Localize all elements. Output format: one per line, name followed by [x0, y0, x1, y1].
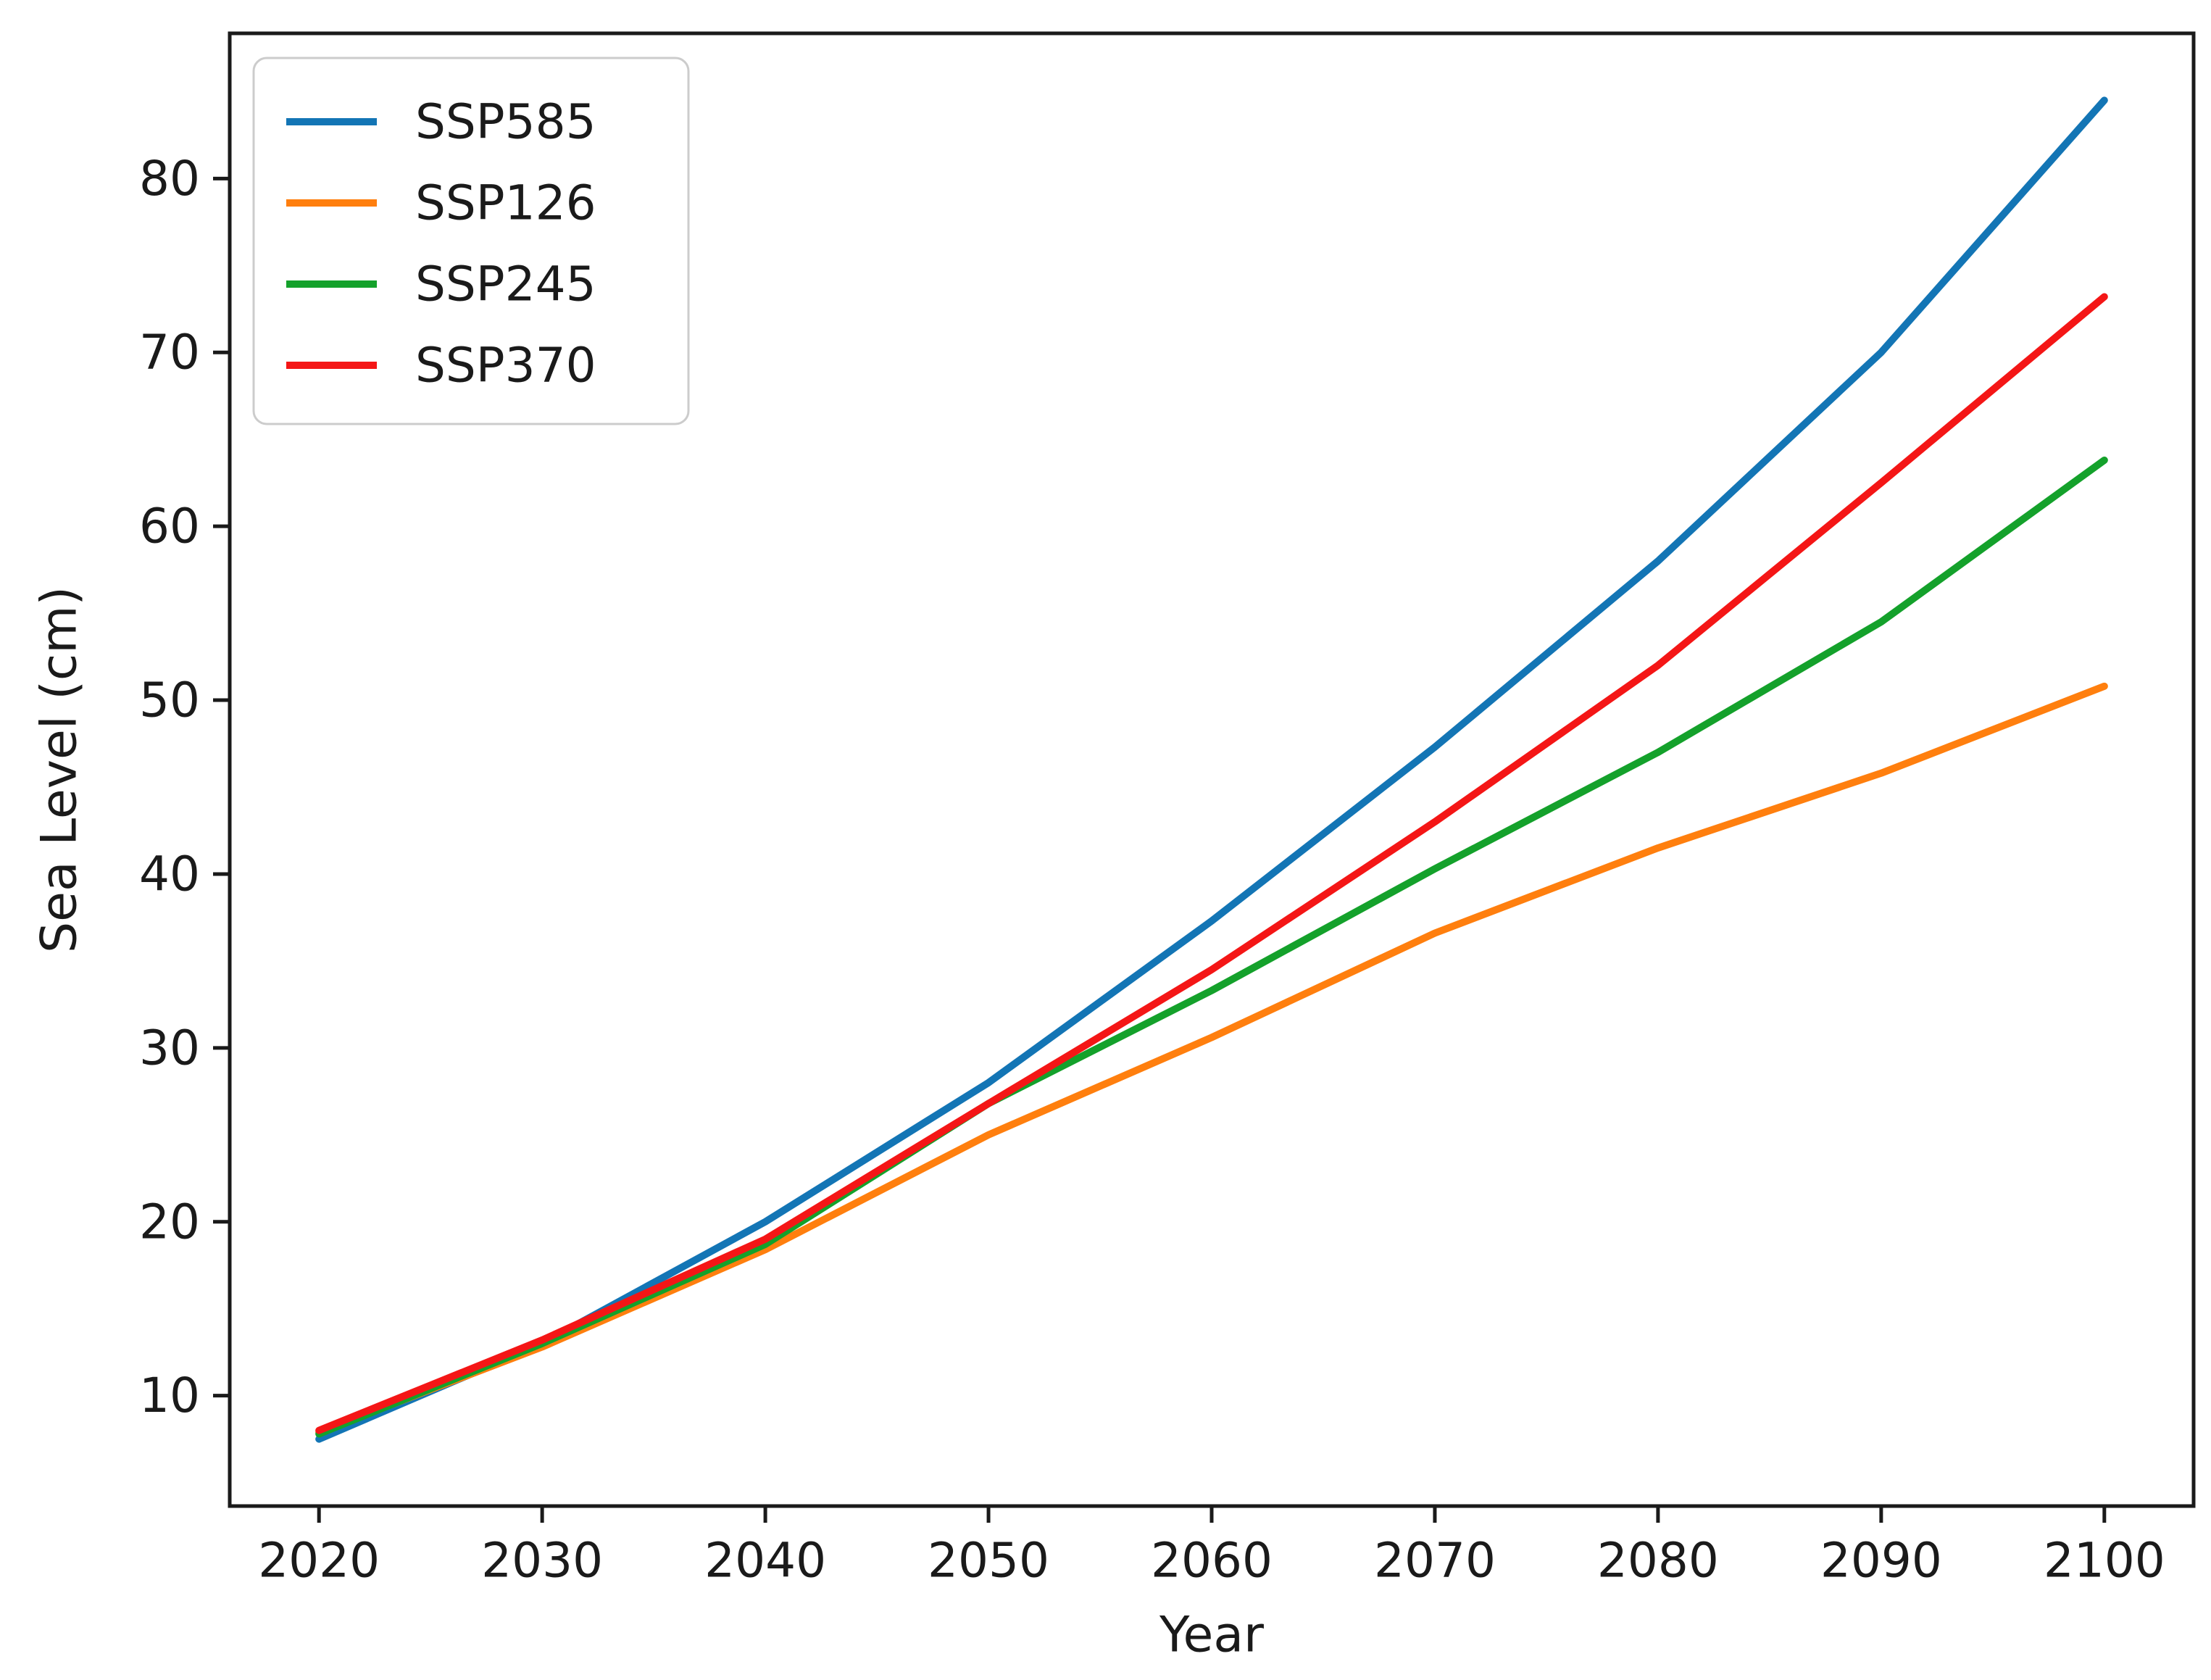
x-tick-label: 2100 [2044, 1533, 2165, 1589]
y-tick-label: 30 [139, 1020, 200, 1076]
legend-item-ssp245: SSP245 [286, 257, 596, 312]
legend-label: SSP126 [415, 175, 596, 231]
x-axis-label: Year [1159, 1607, 1264, 1664]
y-tick-label: 70 [139, 325, 200, 381]
x-tick-label: 2060 [1151, 1533, 1273, 1589]
y-tick-label: 40 [139, 846, 200, 902]
x-tick-label: 2070 [1374, 1533, 1496, 1589]
legend-item-ssp370: SSP370 [286, 338, 596, 394]
y-axis-ticks: 10 20 30 40 50 60 70 80 [139, 151, 230, 1423]
legend-frame [252, 57, 690, 425]
y-tick-label: 80 [139, 151, 200, 207]
legend: SSP585 SSP126 SSP245 SSP370 [252, 57, 690, 425]
y-tick-label: 60 [139, 499, 200, 554]
y-axis-label: Sea Level (cm) [31, 586, 88, 953]
y-tick-label: 20 [139, 1194, 200, 1249]
x-tick-label: 2050 [928, 1533, 1049, 1589]
x-tick-label: 2030 [481, 1533, 603, 1589]
line-ssp126 [315, 682, 2108, 1436]
x-tick-label: 2090 [1820, 1533, 1942, 1589]
legend-item-ssp126: SSP126 [286, 175, 596, 231]
legend-item-ssp585: SSP585 [286, 94, 596, 150]
legend-label: SSP245 [415, 257, 596, 312]
legend-label: SSP585 [415, 94, 596, 150]
x-tick-label: 2040 [704, 1533, 826, 1589]
legend-label: SSP370 [415, 338, 596, 394]
x-axis-ticks: 2020 2030 2040 2050 2060 2070 2080 2090 2100 [258, 1506, 2165, 1589]
data-lines [315, 96, 2108, 1443]
line-ssp370 [315, 293, 2108, 1434]
x-tick-label: 2020 [258, 1533, 380, 1589]
y-tick-label: 10 [139, 1368, 200, 1423]
line-ssp245 [315, 456, 2108, 1438]
y-tick-label: 50 [139, 673, 200, 728]
x-tick-label: 2080 [1597, 1533, 1719, 1589]
